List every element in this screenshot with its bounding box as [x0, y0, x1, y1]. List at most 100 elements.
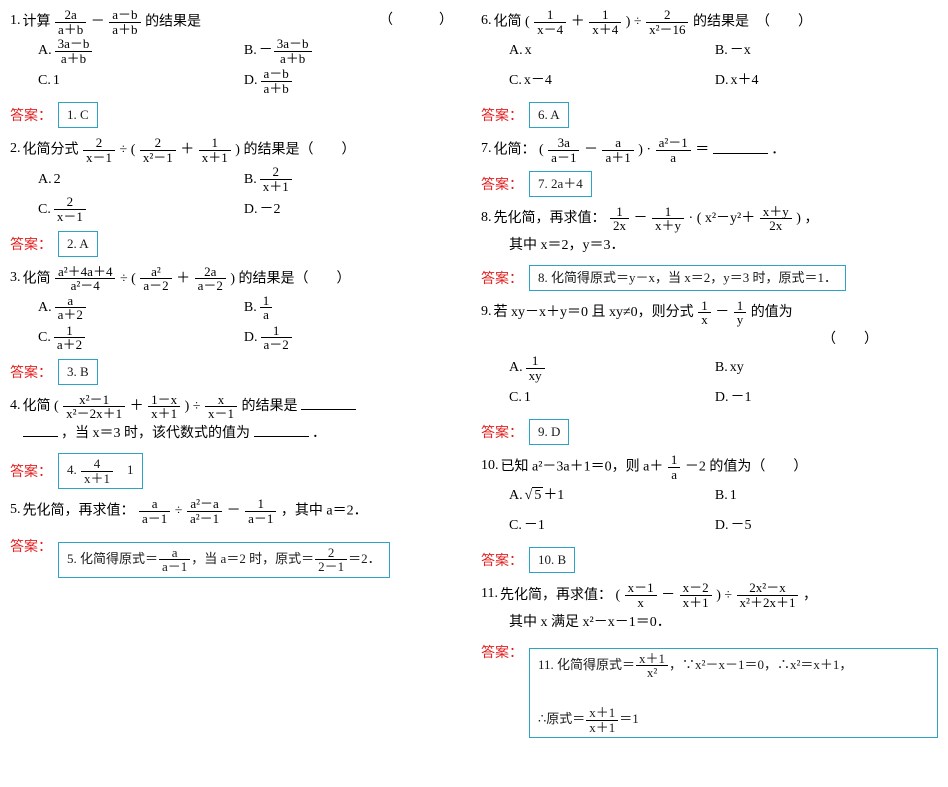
- q10-option-d: D.－5: [715, 511, 921, 541]
- q1-answer-box: 1. C: [58, 102, 98, 128]
- q2-option-a: A.2: [38, 165, 244, 195]
- q7-stem: 化简： ( 3aa－1 － aa＋1 ) · a²－1a ＝ ．: [494, 136, 939, 164]
- q11-stem: 先化简，再求值： ( x－1x － x－2x＋1 ) ÷ 2x²－xx²＋2x＋…: [500, 581, 938, 609]
- q10-option-a: A.5＋1: [509, 481, 715, 511]
- answer-label: 答案：: [481, 642, 523, 662]
- q9-stem: 若 xy－x＋y＝0 且 xy≠0，则分式 1x － 1y 的值为: [494, 299, 939, 327]
- q2-option-d: D.－2: [244, 195, 450, 225]
- q3-option-a: A.aa＋2: [38, 293, 244, 323]
- question-10: 10. 已知 a²－3a＋1＝0，则 a＋ 1a －2 的值为（ ） A.5＋1…: [481, 453, 938, 541]
- answer-label: 答案：: [481, 105, 523, 125]
- question-1: 1. 计算 2aa＋b － a－ba＋b 的结果是 （ ） A.3a－ba＋b …: [10, 8, 467, 96]
- q9-paren-line: （ ）: [481, 327, 938, 353]
- q3-number: 3.: [10, 265, 21, 291]
- q11-answer: 答案： 11. 化简得原式＝x＋1x²，∵x²－x－1＝0，∴x²＝x＋1， ∴…: [481, 642, 938, 739]
- left-column: 1. 计算 2aa＋b － a－ba＋b 的结果是 （ ） A.3a－ba＋b …: [10, 8, 467, 746]
- q6-number: 6.: [481, 8, 492, 34]
- question-6: 6. 化简 ( 1x－4 ＋ 1x＋4 ) ÷ 2x²－16 的结果是 （ ） …: [481, 8, 938, 96]
- q10-answer: 答案： 10. B: [481, 547, 938, 573]
- q11-answer-box: 11. 化简得原式＝x＋1x²，∵x²－x－1＝0，∴x²＝x＋1， ∴原式＝x…: [529, 648, 938, 739]
- q4-blank-1: [301, 395, 356, 410]
- q1-option-c: C.1: [38, 66, 244, 96]
- q3-stem: 化简 a²＋4a＋4a²－4 ÷ ( a²a－2 ＋ 2aa－2 ) 的结果是（…: [23, 265, 468, 293]
- answer-label: 答案：: [10, 234, 52, 254]
- q7-number: 7.: [481, 136, 492, 162]
- q9-option-c: C.1: [509, 383, 715, 413]
- answer-label: 答案：: [481, 550, 523, 570]
- q9-option-a: A.1xy: [509, 353, 715, 383]
- question-8: 8. 先化简，再求值： 12x － 1x＋y · ( x²－y²＋ x＋y2x …: [481, 205, 938, 259]
- question-11: 11. 先化简，再求值： ( x－1x － x－2x＋1 ) ÷ 2x²－xx²…: [481, 581, 938, 635]
- q7-answer: 答案： 7. 2a＋4: [481, 171, 938, 197]
- answer-label: 答案：: [481, 268, 523, 288]
- q8-answer-box: 8. 化简得原式＝y－x，当 x＝2，y＝3 时，原式＝1．: [529, 265, 846, 291]
- q3-answer: 答案： 3. B: [10, 359, 467, 385]
- q1-answer: 答案： 1. C: [10, 102, 467, 128]
- answer-label: 答案：: [10, 461, 52, 481]
- right-column: 6. 化简 ( 1x－4 ＋ 1x＋4 ) ÷ 2x²－16 的结果是 （ ） …: [481, 8, 938, 746]
- q3-option-d: D.1a－2: [244, 323, 450, 353]
- q4-blank-1b: [23, 422, 58, 437]
- q10-option-c: C.－1: [509, 511, 715, 541]
- q5-answer: 答案： 5. 化简得原式＝aa－1，当 a＝2 时，原式＝22－1＝2．: [10, 536, 467, 578]
- q6-answer-box: 6. A: [529, 102, 569, 128]
- q6-stem: 化简 ( 1x－4 ＋ 1x＋4 ) ÷ 2x²－16 的结果是 （ ）: [494, 8, 939, 36]
- sqrt-icon: 5: [525, 481, 544, 511]
- q8-number: 8.: [481, 205, 492, 231]
- q9-answer: 答案： 9. D: [481, 419, 938, 445]
- q7-blank: [713, 139, 768, 154]
- question-7: 7. 化简： ( 3aa－1 － aa＋1 ) · a²－1a ＝ ．: [481, 136, 938, 164]
- answer-label: 答案：: [10, 105, 52, 125]
- q4-answer-box: 4. 4x＋1 1: [58, 453, 143, 489]
- question-2: 2. 化简分式 2x－1 ÷ ( 2x²－1 ＋ 1x＋1 ) 的结果是（ ） …: [10, 136, 467, 224]
- q3-option-c: C.1a＋2: [38, 323, 244, 353]
- q3-option-b: B.1a: [244, 293, 450, 323]
- q2-number: 2.: [10, 136, 21, 162]
- q4-blank-2: [254, 422, 309, 437]
- q9-number: 9.: [481, 299, 492, 325]
- q7-answer-box: 7. 2a＋4: [529, 171, 592, 197]
- q6-answer: 答案： 6. A: [481, 102, 938, 128]
- q1-option-a: A.3a－ba＋b: [38, 36, 244, 66]
- q1-stem: 计算 2aa＋b － a－ba＋b 的结果是 （ ）: [23, 8, 468, 36]
- q4-number: 4.: [10, 393, 21, 419]
- q6-option-d: D.x＋4: [715, 66, 921, 96]
- q6-option-a: A.x: [509, 36, 715, 66]
- answer-label: 答案：: [481, 174, 523, 194]
- q5-number: 5.: [10, 497, 21, 523]
- q1-option-d: D.a－ba＋b: [244, 66, 450, 96]
- q2-answer-box: 2. A: [58, 231, 98, 257]
- q5-answer-box: 5. 化简得原式＝aa－1，当 a＝2 时，原式＝22－1＝2．: [58, 542, 390, 578]
- q1-choice-paren: （ ）: [379, 8, 467, 34]
- q11-number: 11.: [481, 581, 498, 607]
- q8-answer: 答案： 8. 化简得原式＝y－x，当 x＝2，y＝3 时，原式＝1．: [481, 265, 938, 291]
- q1-option-b: B.－3a－ba＋b: [244, 36, 450, 66]
- question-4: 4. 化简 ( x²－1x²－2x＋1 ＋ 1－xx＋1 ) ÷ xx－1 的结…: [10, 393, 467, 447]
- q10-answer-box: 10. B: [529, 547, 575, 573]
- question-9: 9. 若 xy－x＋y＝0 且 xy≠0，则分式 1x － 1y 的值为 （ ）…: [481, 299, 938, 413]
- q10-stem: 已知 a²－3a＋1＝0，则 a＋ 1a －2 的值为（ ）: [501, 453, 939, 481]
- q8-line2: 其中 x＝2，y＝3．: [509, 233, 938, 259]
- q5-stem: 先化简，再求值： aa－1 ÷ a²－aa²－1 － 1a－1 ，其中 a＝2．: [23, 497, 468, 525]
- answer-label: 答案：: [10, 362, 52, 382]
- q4-answer: 答案： 4. 4x＋1 1: [10, 453, 467, 489]
- q2-answer: 答案： 2. A: [10, 231, 467, 257]
- q11-line2: 其中 x 满足 x²－x－1＝0．: [509, 610, 938, 636]
- q2-option-b: B.2x＋1: [244, 165, 450, 195]
- answer-label: 答案：: [10, 536, 52, 556]
- q10-number: 10.: [481, 453, 499, 479]
- question-3: 3. 化简 a²＋4a＋4a²－4 ÷ ( a²a－2 ＋ 2aa－2 ) 的结…: [10, 265, 467, 353]
- q9-option-b: B.xy: [715, 353, 921, 383]
- q9-option-d: D.－1: [715, 383, 921, 413]
- q6-option-c: C.x－4: [509, 66, 715, 96]
- q4-stem: 化简 ( x²－1x²－2x＋1 ＋ 1－xx＋1 ) ÷ xx－1 的结果是 …: [23, 393, 468, 447]
- question-5: 5. 先化简，再求值： aa－1 ÷ a²－aa²－1 － 1a－1 ，其中 a…: [10, 497, 467, 525]
- q8-stem: 先化简，再求值： 12x － 1x＋y · ( x²－y²＋ x＋y2x ) ，: [494, 205, 939, 233]
- q9-answer-box: 9. D: [529, 419, 569, 445]
- q3-answer-box: 3. B: [58, 359, 98, 385]
- page-columns: 1. 计算 2aa＋b － a－ba＋b 的结果是 （ ） A.3a－ba＋b …: [10, 8, 938, 746]
- q2-option-c: C.2x－1: [38, 195, 244, 225]
- q10-option-b: B.1: [715, 481, 921, 511]
- q6-option-b: B.－x: [715, 36, 921, 66]
- q2-stem: 化简分式 2x－1 ÷ ( 2x²－1 ＋ 1x＋1 ) 的结果是（ ）: [23, 136, 468, 164]
